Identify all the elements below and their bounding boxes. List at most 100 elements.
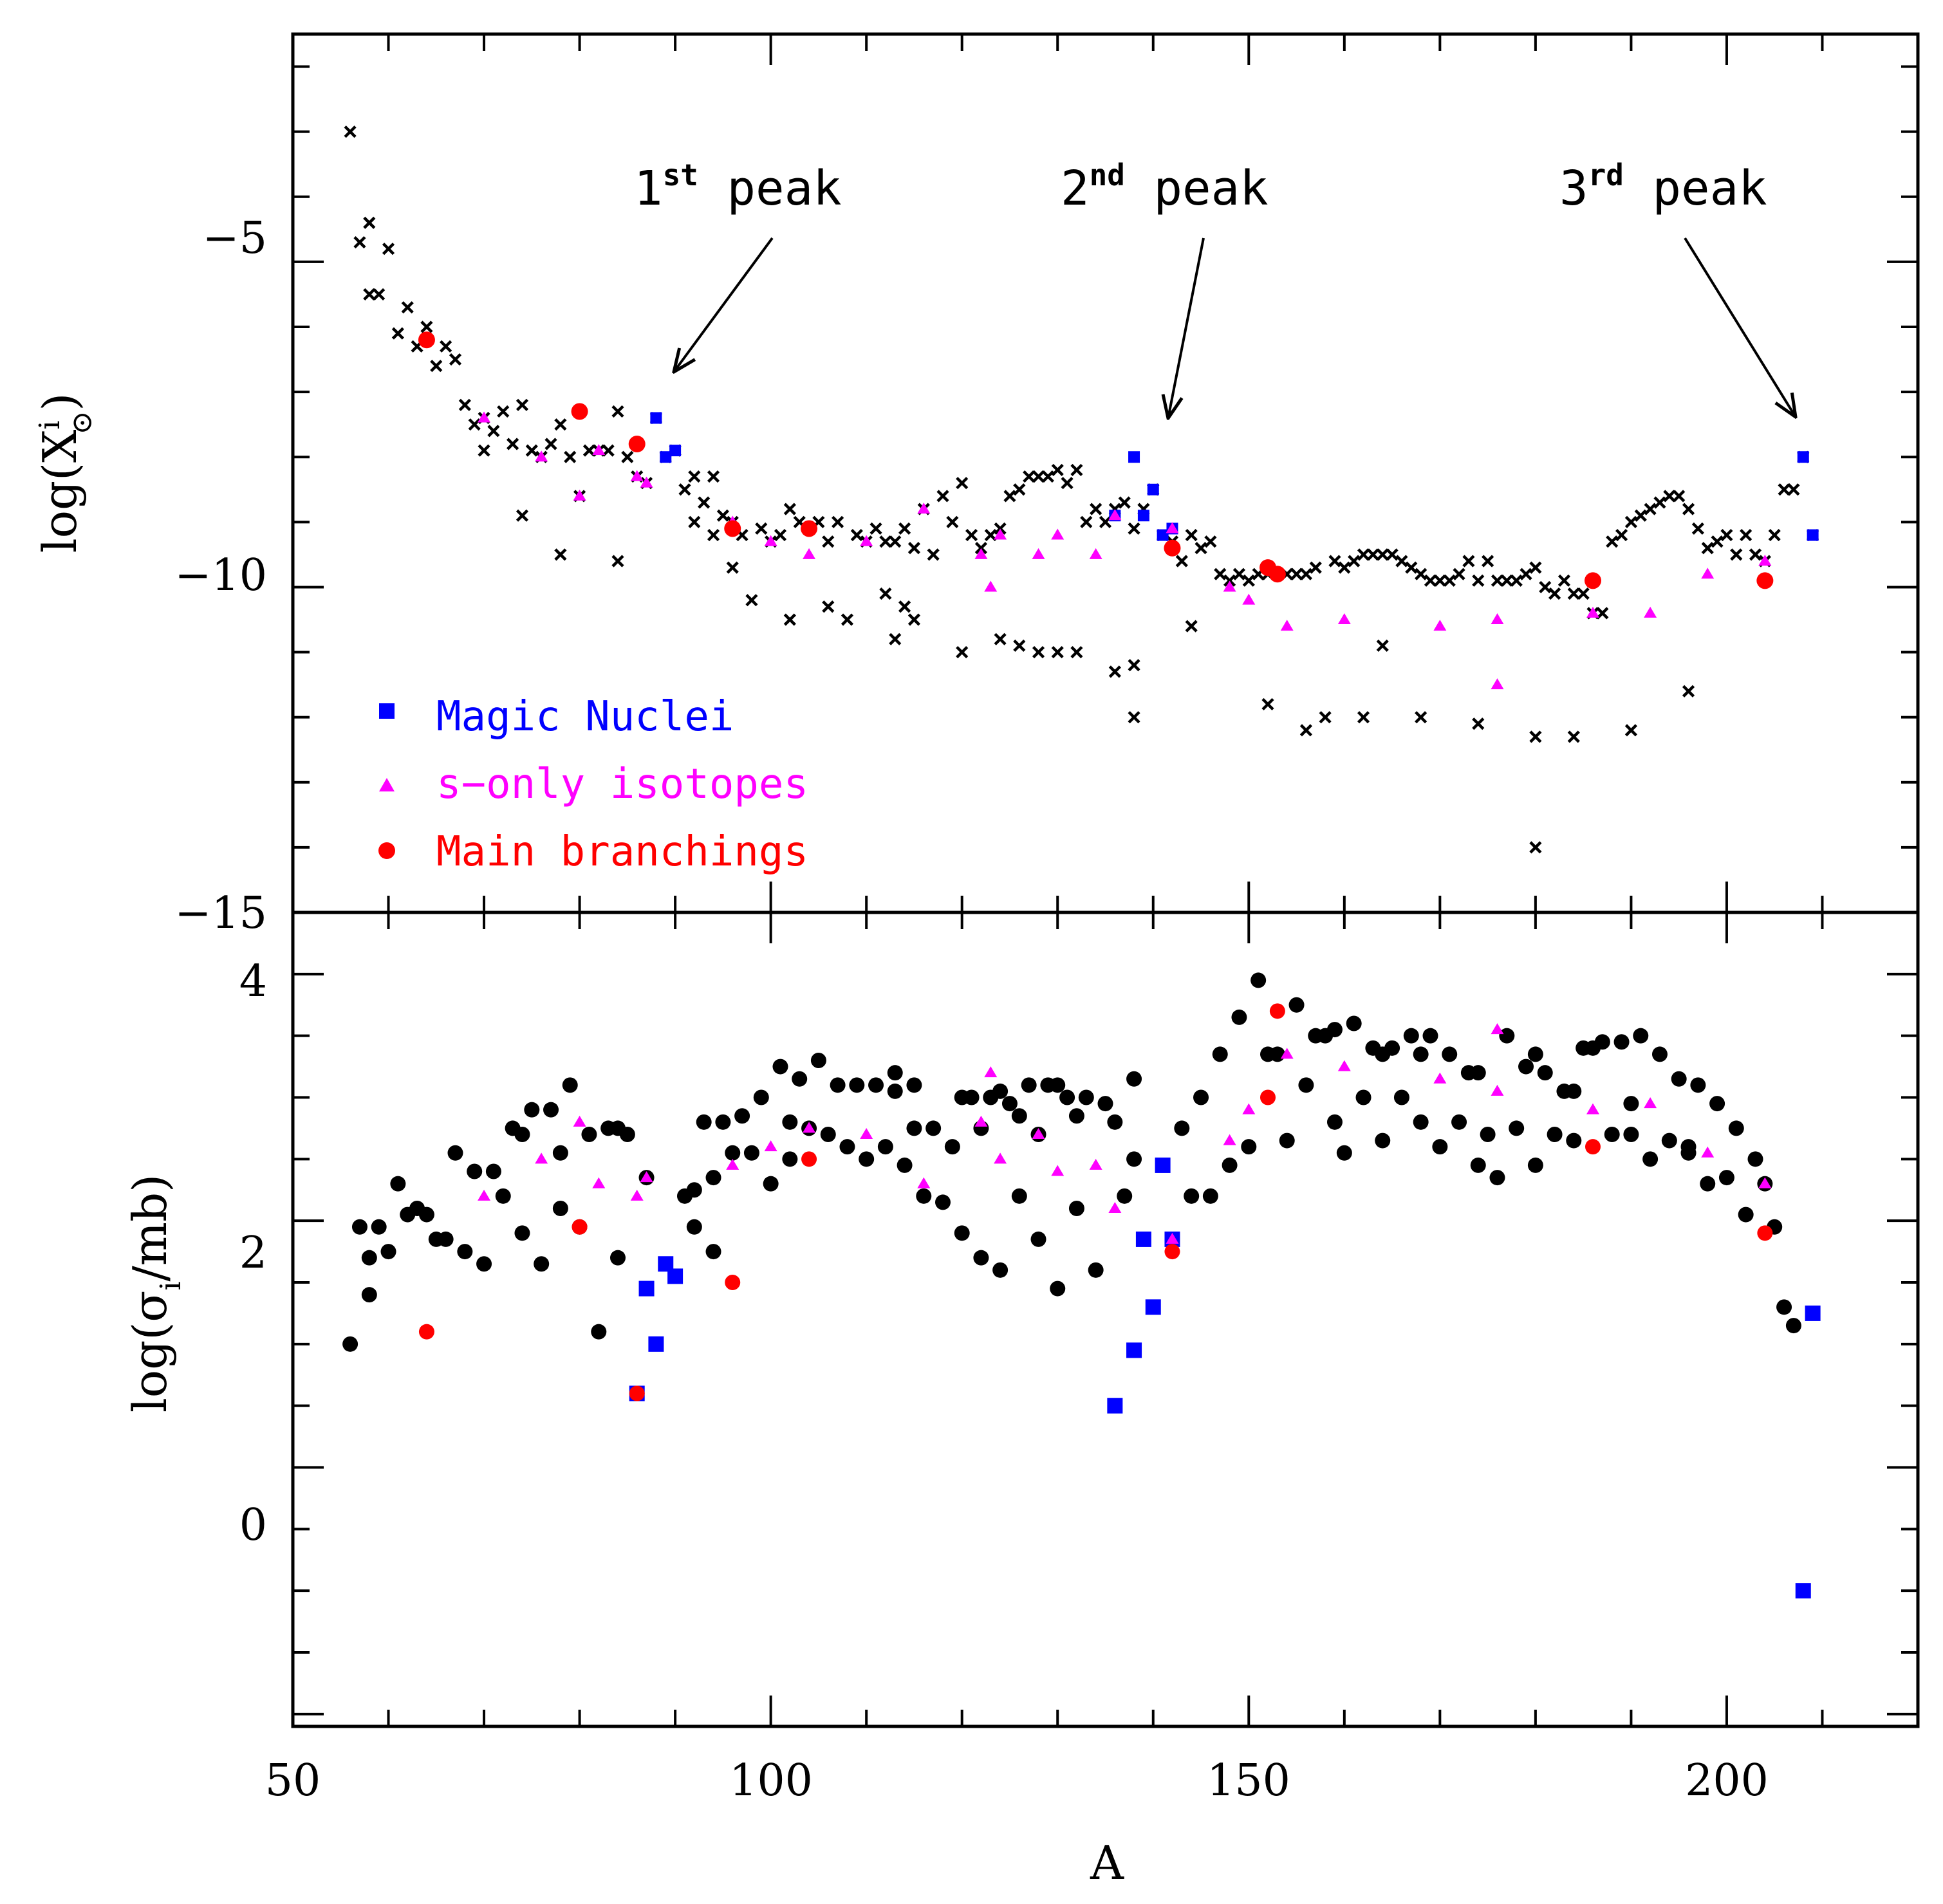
top-point-all-isotopes [440, 340, 452, 353]
bottom-point-all-isotopes [1623, 1096, 1639, 1112]
bottom-point-all-isotopes [1279, 1132, 1295, 1149]
top-point-all-isotopes [984, 528, 997, 542]
bottom-panel: 4 2 0 50 100 150 200 A log(σi/mb) [123, 910, 1920, 1890]
bottom-point-all-isotopes [1527, 1157, 1543, 1173]
top-point-all-isotopes [879, 535, 892, 548]
top-point-all-isotopes [946, 515, 959, 528]
top-point-all-isotopes [1539, 580, 1552, 594]
bottom-point-s-only-isotopes [573, 1115, 586, 1127]
bottom-point-all-isotopes [1413, 1114, 1429, 1130]
annotation-2nd-peak-label: 2nd peak [1061, 158, 1269, 216]
bottom-point-main-branchings [801, 1151, 817, 1167]
bottom-point-all-isotopes [1068, 1108, 1084, 1124]
bottom-point-all-isotopes [696, 1114, 712, 1130]
top-point-all-isotopes [1386, 548, 1399, 561]
bottom-point-all-isotopes [963, 1089, 980, 1105]
top-point-all-isotopes [898, 522, 911, 535]
top-point-all-isotopes [1653, 496, 1666, 509]
bottom-point-main-branchings [1260, 1089, 1276, 1105]
top-point-all-isotopes [353, 236, 366, 249]
bottom-point-all-isotopes [705, 1244, 721, 1260]
top-point-all-isotopes [1041, 470, 1054, 483]
top-point-all-isotopes [1682, 503, 1695, 515]
bottom-point-all-isotopes [859, 1151, 875, 1167]
bottom-point-all-isotopes [1547, 1127, 1563, 1142]
bottom-point-s-only-isotopes [1032, 1128, 1045, 1139]
bottom-point-all-isotopes [1393, 1089, 1409, 1105]
bottom-point-all-isotopes [944, 1139, 960, 1155]
top-point-all-isotopes [1749, 548, 1762, 561]
bottom-point-all-isotopes [1470, 1065, 1486, 1081]
top-point-all-isotopes [726, 561, 739, 574]
top-point-all-isotopes [401, 301, 414, 314]
top-point-s-only-isotopes [1089, 548, 1102, 559]
bottom-panel-markers [342, 972, 1821, 1599]
bottom-point-all-isotopes [371, 1219, 387, 1235]
bottom-point-all-isotopes [1269, 1046, 1285, 1062]
top-point-all-isotopes [1032, 645, 1045, 659]
top-point-all-isotopes [1185, 620, 1198, 633]
bottom-point-all-isotopes [1107, 1114, 1123, 1130]
top-point-all-isotopes [688, 515, 701, 528]
top-point-main-branchings [724, 520, 741, 537]
top-point-all-isotopes [1615, 528, 1628, 542]
bottom-point-all-isotopes [1298, 1077, 1314, 1093]
bottom-point-s-only-isotopes [1701, 1146, 1715, 1158]
top-point-all-isotopes [1673, 490, 1686, 503]
x-tick-label-200: 200 [1685, 1755, 1769, 1806]
annotation-2nd-peak: 2nd peak [1061, 158, 1269, 418]
bottom-point-s-only-isotopes [1051, 1165, 1064, 1176]
annotation-3rd-peak-arrow [1684, 237, 1796, 417]
bottom-point-s-only-isotopes [1586, 1103, 1599, 1114]
bottom-point-s-only-isotopes [1337, 1060, 1351, 1071]
top-point-all-isotopes [1003, 490, 1016, 503]
top-point-all-isotopes [1567, 730, 1580, 743]
top-point-all-isotopes [936, 490, 949, 503]
bottom-point-all-isotopes [849, 1077, 865, 1093]
bottom-point-all-isotopes [1184, 1188, 1200, 1204]
top-point-all-isotopes [1453, 568, 1465, 580]
bottom-point-all-isotopes [839, 1139, 855, 1155]
bottom-point-all-isotopes [1050, 1077, 1066, 1093]
bottom-point-all-isotopes [1202, 1188, 1218, 1204]
top-point-all-isotopes [1634, 509, 1647, 522]
legend-marker-magic [379, 703, 395, 719]
y-tick-label-minus5: −5 [203, 213, 267, 264]
top-point-main-branchings [1585, 572, 1601, 589]
top-point-s-only-isotopes [984, 580, 998, 592]
bottom-point-all-isotopes [1537, 1065, 1553, 1081]
y-tick-label-minus15: −15 [174, 888, 267, 939]
annotation-3rd-peak: 3rd peak [1559, 158, 1796, 417]
bottom-point-all-isotopes [447, 1145, 463, 1161]
bottom-point-all-isotopes [992, 1083, 1009, 1099]
top-point-all-isotopes [1128, 711, 1140, 724]
bottom-point-all-isotopes [1709, 1096, 1725, 1112]
top-point-all-isotopes [956, 477, 969, 490]
top-point-all-isotopes [1482, 555, 1494, 568]
top-point-all-isotopes [1567, 587, 1580, 600]
top-point-all-isotopes [1529, 561, 1542, 574]
bottom-point-all-isotopes [1250, 972, 1267, 988]
bottom-point-magic-nuclei [1805, 1305, 1821, 1321]
bottom-point-s-only-isotopes [1108, 1202, 1122, 1213]
top-point-s-only-isotopes [1051, 528, 1064, 540]
bottom-y-axis-title: log(σi/mb) [123, 1174, 187, 1413]
top-point-all-isotopes [1720, 528, 1733, 542]
bottom-point-all-isotopes [1011, 1188, 1027, 1204]
top-point-all-isotopes [1099, 515, 1112, 528]
top-point-s-only-isotopes [1433, 620, 1447, 631]
bottom-point-magic-nuclei [667, 1268, 683, 1284]
top-point-all-isotopes [1778, 483, 1790, 496]
bottom-point-all-isotopes [1288, 997, 1305, 1013]
bottom-point-all-isotopes [906, 1077, 922, 1093]
bottom-point-all-isotopes [418, 1206, 434, 1223]
top-point-s-only-isotopes [764, 535, 777, 546]
top-point-main-branchings [1269, 566, 1286, 583]
bottom-point-all-isotopes [1432, 1139, 1448, 1155]
top-point-all-isotopes [430, 360, 443, 373]
bottom-y-tick-labels: 4 2 0 [239, 956, 267, 1551]
bottom-point-all-isotopes [610, 1250, 626, 1266]
bottom-point-all-isotopes [514, 1225, 530, 1241]
top-point-all-isotopes [1070, 463, 1083, 477]
x-tick-label-50: 50 [265, 1755, 321, 1806]
